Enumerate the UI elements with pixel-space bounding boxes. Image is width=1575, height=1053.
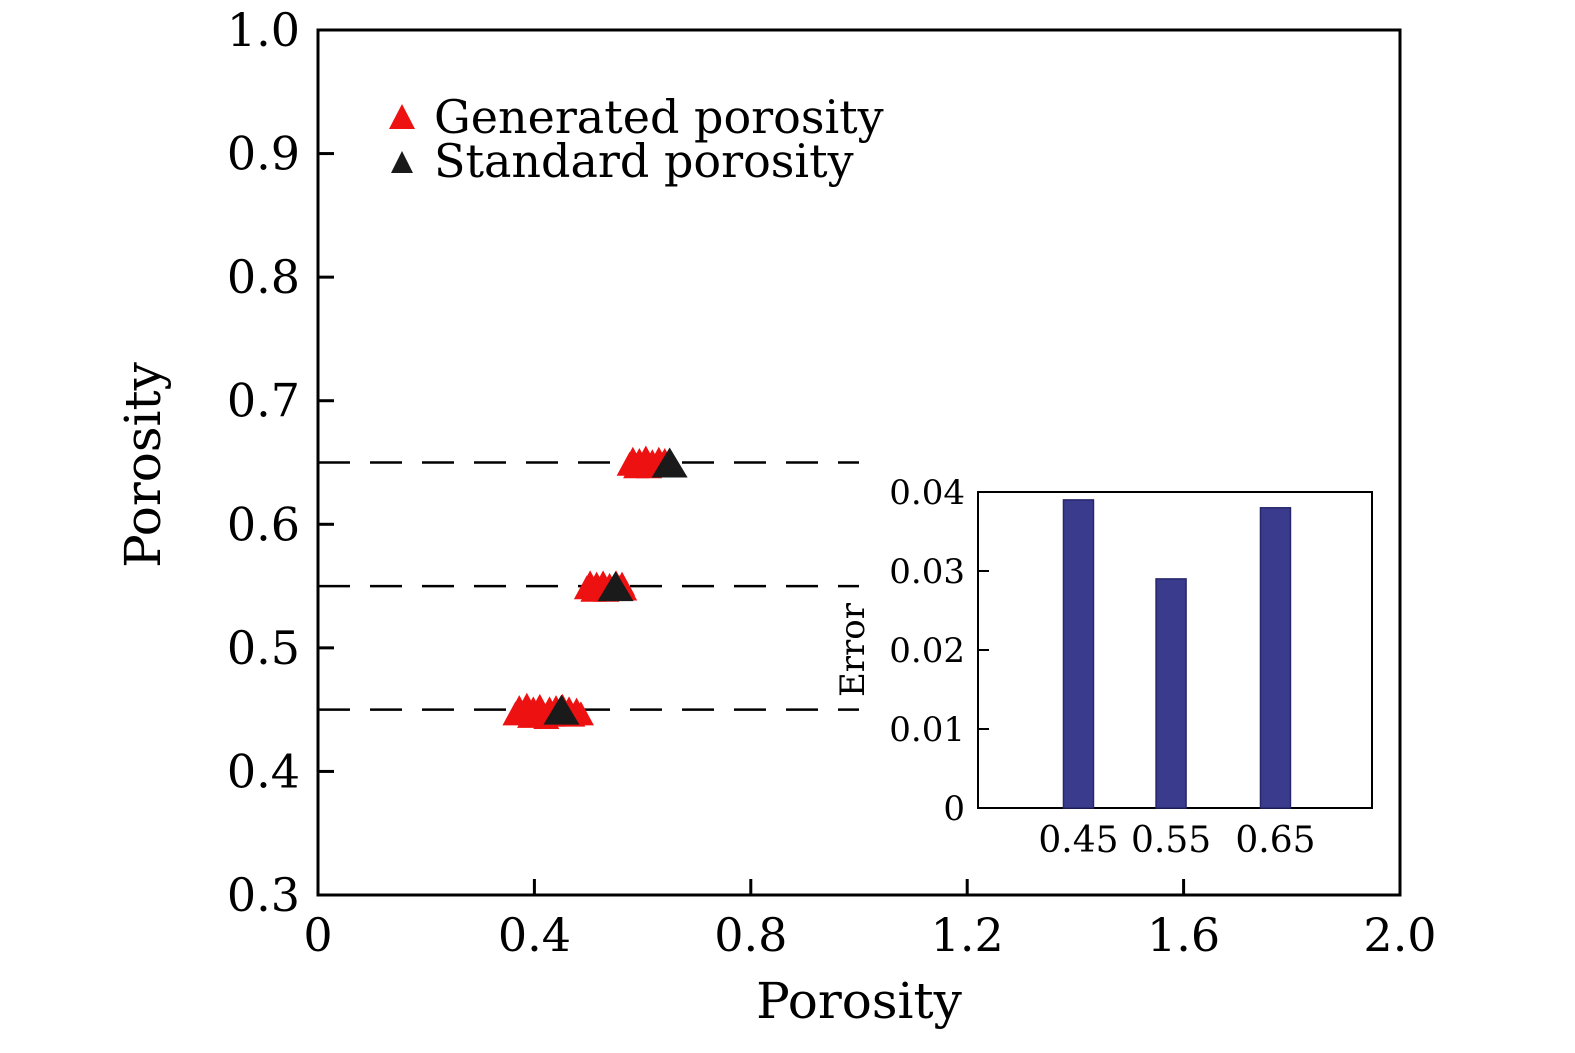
standard-porosity-point — [543, 694, 580, 725]
x-tick-label: 0 — [303, 908, 332, 962]
standard-porosity-point — [597, 571, 634, 602]
inset-y-tick-label: 0 — [943, 789, 965, 829]
x-tick-label: 0.4 — [498, 908, 571, 962]
error-bar — [1259, 507, 1292, 809]
y-tick-label: 0.3 — [227, 868, 300, 922]
y-tick-label: 0.5 — [227, 621, 300, 675]
y-tick-label: 0.4 — [227, 744, 300, 798]
inset-y-tick-label: 0.02 — [889, 631, 965, 671]
x-tick-label: 2.0 — [1363, 908, 1436, 962]
x-tick-label: 0.8 — [714, 908, 787, 962]
y-axis-title: Porosity — [114, 361, 172, 567]
error-bar — [1062, 499, 1095, 809]
x-axis-title: Porosity — [756, 972, 962, 1030]
y-tick-label: 0.7 — [227, 374, 300, 428]
inset-y-tick-label: 0.04 — [889, 473, 965, 513]
inset-y-axis-title: Error — [833, 602, 873, 697]
standard-porosity-point — [651, 447, 688, 478]
y-tick-label: 1.0 — [227, 3, 300, 57]
legend-marker-standard-icon — [391, 151, 413, 173]
main-plot-frame — [316, 28, 1402, 897]
x-tick-label: 1.6 — [1147, 908, 1220, 962]
y-tick-label: 0.9 — [227, 127, 300, 181]
inset-x-category-label: 0.45 — [1038, 820, 1118, 861]
inset-y-tick-label: 0.03 — [889, 552, 965, 592]
inset-x-category-label: 0.55 — [1131, 820, 1211, 861]
inset-y-tick-label: 0.01 — [889, 710, 965, 750]
legend-label-standard: Standard porosity — [434, 134, 854, 188]
y-tick-label: 0.8 — [227, 250, 300, 304]
legend-label-generated: Generated porosity — [434, 90, 884, 144]
inset-x-category-label: 0.65 — [1235, 820, 1315, 861]
legend-marker-generated-icon — [389, 104, 415, 129]
x-tick-label: 1.2 — [931, 908, 1004, 962]
y-tick-label: 0.6 — [227, 497, 300, 551]
error-bar — [1155, 578, 1187, 809]
